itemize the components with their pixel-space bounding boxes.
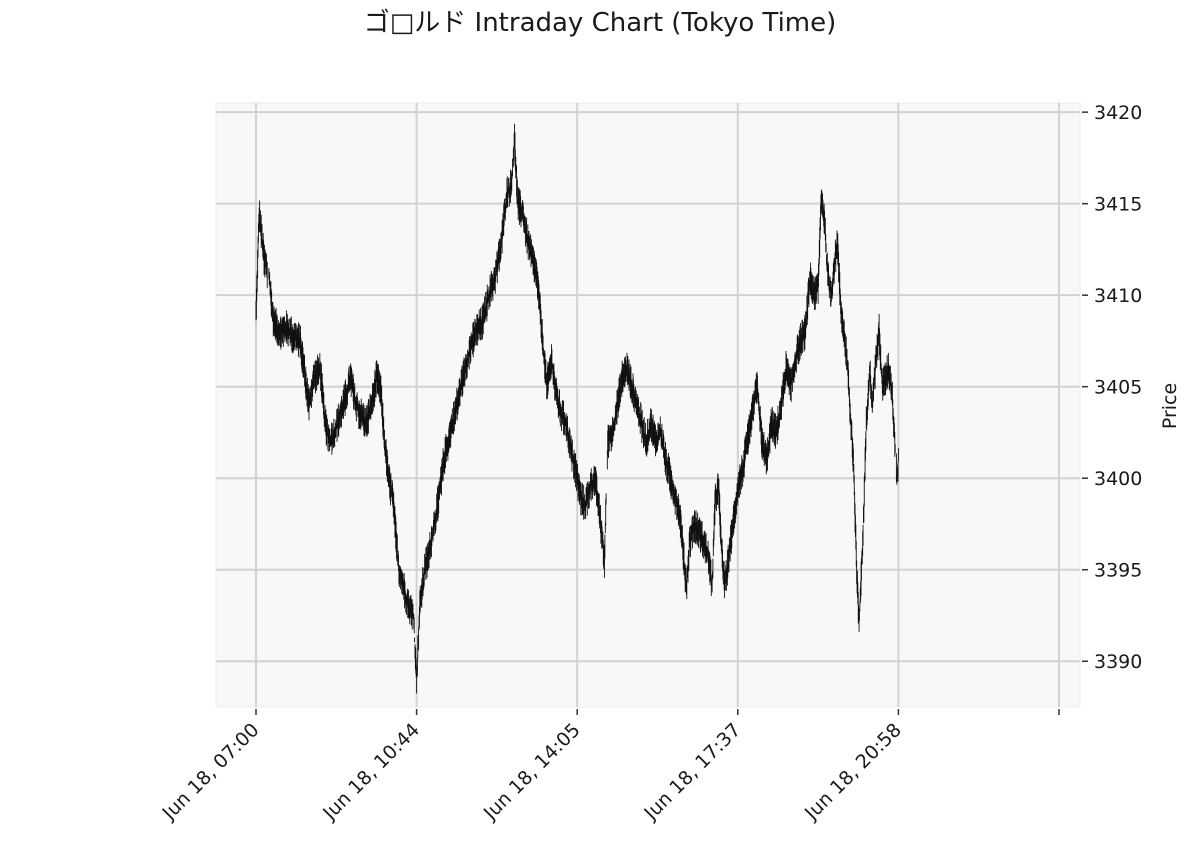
x-axis: Jun 18, 07:00 Jun 18, 10:44 Jun 18, 14:05 J… (158, 709, 1060, 825)
y-tick-label: 3390 (1094, 651, 1142, 673)
y-tick-label: 3420 (1094, 102, 1142, 124)
x-tick-label: Jun 18, 14:05 (479, 719, 585, 825)
x-tick-label: Jun 18, 10:44 (318, 719, 424, 825)
y-axis: 3390 3395 3400 3405 3410 3415 3420 (1082, 102, 1142, 673)
y-tick-label: 3405 (1094, 377, 1142, 399)
y-tick-label: 3395 (1094, 560, 1142, 582)
x-tick-label: Jun 18, 17:37 (639, 719, 745, 825)
x-tick-label: Jun 18, 20:58 (800, 719, 906, 825)
candlestick-series (255, 123, 899, 694)
y-tick-label: 3415 (1094, 194, 1142, 216)
chart-title: ゴ□ルド Intraday Chart (Tokyo Time) (363, 8, 837, 38)
y-axis-label: Price (1159, 383, 1181, 429)
x-tick-label: Jun 18, 07:00 (158, 719, 264, 825)
grid-lines (216, 103, 1080, 707)
y-tick-label: 3400 (1094, 468, 1142, 490)
y-tick-label: 3410 (1094, 285, 1142, 307)
